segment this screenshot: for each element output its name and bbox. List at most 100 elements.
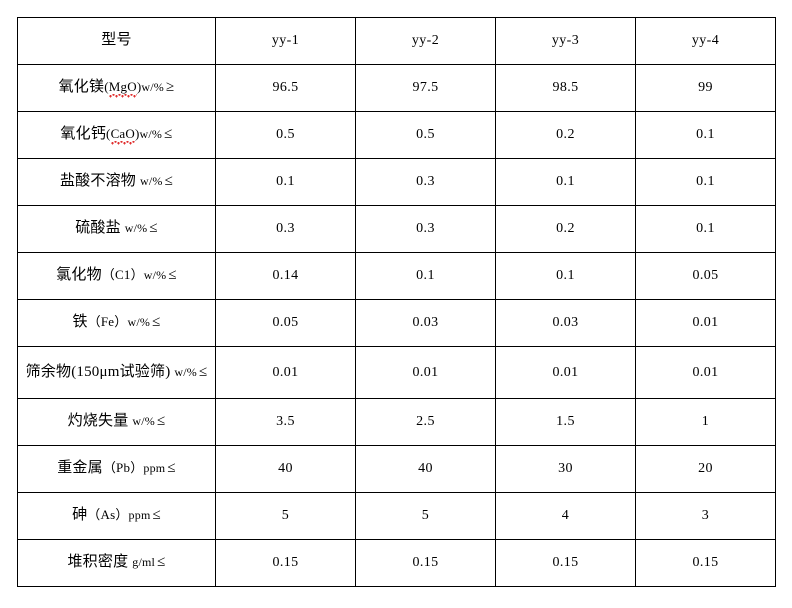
row-label-text: 盐酸不溶物: [59, 173, 136, 190]
row-label: 氯化物（C1）w/% ≤: [17, 252, 216, 300]
table-row: 铁（Fe）w/% ≤0.05 0.03 0.03 0.01: [17, 299, 776, 347]
relation-symbol: ≤: [152, 507, 161, 524]
column-header-yy2: yy-2: [355, 17, 496, 65]
table-row: 氧化钙(CaO)w/% ≤0.5 0.5 0.2 0.1: [17, 111, 776, 159]
row-label-text: 氧化钙: [60, 126, 107, 143]
table-cell-value: 5: [215, 492, 356, 540]
formula-text: C1: [114, 267, 131, 283]
table-cell-value: 0.1: [635, 205, 776, 253]
table-row: 砷（As）ppm ≤5 5 4 3: [17, 492, 776, 540]
row-label: 筛余物(150μm试验筛) w/% ≤: [17, 346, 216, 399]
table-cell-value: 0.01: [635, 299, 776, 347]
table-row: 硫酸盐 w/% ≤0.3 0.3 0.2 0.1: [17, 205, 776, 253]
row-label: 氧化镁(MgO)w/% ≥: [17, 64, 216, 112]
row-label: 硫酸盐 w/% ≤: [17, 205, 216, 253]
table-cell-value: 96.5: [215, 64, 356, 112]
unit-text: w/%: [139, 127, 163, 142]
table-body: 氧化镁(MgO)w/% ≥96.5 97.5 98.5 99 氧化钙(CaO)w/% ≤0.…: [17, 64, 776, 587]
table-row: 筛余物(150μm试验筛) w/% ≤0.01 0.01 0.01 0.01: [17, 346, 776, 399]
column-header-yy3: yy-3: [495, 17, 636, 65]
row-label-text: 筛余物(150μm试验筛): [25, 364, 171, 381]
unit-text: w/%: [127, 315, 151, 330]
formula-open-paren: (: [104, 79, 109, 95]
unit-text: w/%: [141, 80, 164, 95]
table-cell-value: 3: [635, 492, 776, 540]
table-cell-value: 98.5: [495, 64, 636, 112]
relation-symbol: ≤: [164, 126, 173, 143]
table-cell-value: 0.1: [495, 252, 636, 300]
row-label-text: 硫酸盐: [75, 220, 121, 237]
table-cell-value: 0.3: [215, 205, 356, 253]
table-cell-value: 0.1: [495, 158, 636, 206]
formula-text: As: [100, 507, 116, 523]
table-cell-value: 40: [355, 445, 496, 493]
formula-close-paren: ）: [130, 460, 144, 476]
specification-table: 型号 yy-1 yy-2 yy-3 yy-4 氧化镁(MgO)w/% ≥96.5 9…: [17, 17, 776, 587]
table-cell-value: 20: [635, 445, 776, 493]
relation-symbol: ≤: [157, 554, 166, 571]
formula-text: Pb: [116, 460, 131, 476]
unit-text: ppm: [143, 461, 166, 476]
formula-close-paren: ）: [114, 314, 128, 330]
row-label: 铁（Fe）w/% ≤: [17, 299, 216, 347]
relation-symbol: ≤: [168, 267, 177, 284]
relation-symbol: ≤: [149, 220, 158, 237]
column-header-yy1: yy-1: [215, 17, 356, 65]
row-label-text: 重金属: [57, 460, 103, 477]
table-cell-value: 0.01: [355, 346, 496, 399]
table-cell-value: 0.3: [355, 158, 496, 206]
table-cell-value: 0.1: [355, 252, 496, 300]
table-cell-value: 0.01: [495, 346, 636, 399]
unit-text: w/%: [174, 365, 197, 380]
table-cell-value: 0.15: [355, 539, 496, 587]
table-cell-value: 40: [215, 445, 356, 493]
table-cell-value: 4: [495, 492, 636, 540]
unit-text: w/%: [143, 268, 167, 283]
unit-text: w/%: [132, 414, 155, 429]
table-row: 盐酸不溶物 w/% ≤0.1 0.3 0.1 0.1: [17, 158, 776, 206]
unit-text: w/%: [139, 174, 163, 189]
table-row: 氧化镁(MgO)w/% ≥96.5 97.5 98.5 99: [17, 64, 776, 112]
table-cell-value: 97.5: [355, 64, 496, 112]
row-label-text: 铁: [72, 314, 88, 331]
table-cell-value: 0.05: [215, 299, 356, 347]
formula-close-paren: ）: [130, 267, 144, 283]
table-cell-value: 99: [635, 64, 776, 112]
formula-text: Fe: [100, 314, 115, 330]
table-cell-value: 0.15: [495, 539, 636, 587]
row-label: 堆积密度 g/ml ≤: [17, 539, 216, 587]
table-row: 重金属（Pb）ppm ≤40 40 30 20: [17, 445, 776, 493]
table-cell-value: 3.5: [215, 398, 356, 446]
table-header: 型号 yy-1 yy-2 yy-3 yy-4: [17, 17, 776, 65]
table-cell-value: 0.1: [635, 158, 776, 206]
formula-open-paren: (: [106, 126, 111, 142]
row-label: 砷（As）ppm ≤: [17, 492, 216, 540]
row-label-text: 灼烧失量: [67, 413, 129, 430]
column-header-name: 型号: [17, 17, 216, 65]
row-label: 氧化钙(CaO)w/% ≤: [17, 111, 216, 159]
unit-text: ppm: [128, 508, 151, 523]
formula-open-paren: （: [87, 314, 101, 330]
table-cell-value: 0.14: [215, 252, 356, 300]
table-cell-value: 0.05: [635, 252, 776, 300]
table-cell-value: 5: [355, 492, 496, 540]
table-cell-value: 30: [495, 445, 636, 493]
row-label-text: 氯化物: [56, 267, 102, 284]
unit-text: g/ml: [132, 555, 156, 570]
relation-symbol: ≤: [167, 460, 176, 477]
table-row: 灼烧失量 w/% ≤3.5 2.5 1.5 1: [17, 398, 776, 446]
row-label-text: 堆积密度: [67, 554, 129, 571]
formula-close-paren: ）: [115, 507, 129, 523]
table-header-row: 型号 yy-1 yy-2 yy-3 yy-4: [17, 17, 776, 65]
relation-symbol: ≤: [198, 364, 208, 381]
formula-close-paren: ): [136, 79, 142, 95]
table-cell-value: 1.5: [495, 398, 636, 446]
table-cell-value: 0.01: [635, 346, 776, 399]
formula-open-paren: （: [87, 507, 101, 523]
relation-symbol: ≤: [156, 413, 166, 430]
row-label: 灼烧失量 w/% ≤: [17, 398, 216, 446]
relation-symbol: ≤: [164, 173, 173, 190]
table-cell-value: 0.5: [355, 111, 496, 159]
table-cell-value: 0.03: [495, 299, 636, 347]
